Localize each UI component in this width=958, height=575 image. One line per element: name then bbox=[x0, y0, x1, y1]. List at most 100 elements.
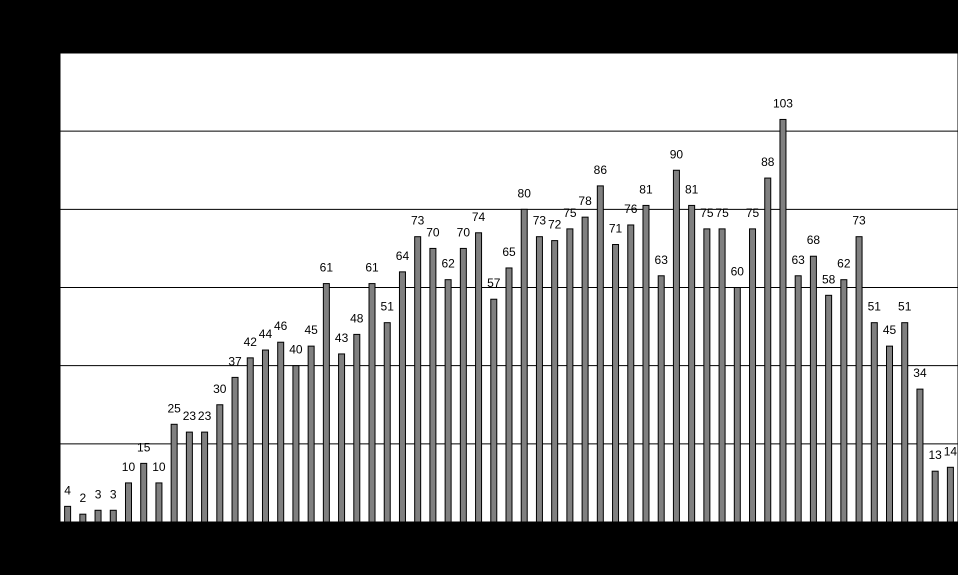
y-tick-label: 60 bbox=[39, 281, 53, 295]
bar bbox=[140, 462, 148, 523]
bar bbox=[353, 333, 361, 523]
data-label: 10 bbox=[122, 460, 136, 474]
y-tick-label: 100 bbox=[32, 124, 52, 138]
bar bbox=[627, 224, 635, 523]
data-label: 25 bbox=[167, 401, 181, 415]
bar bbox=[79, 513, 87, 523]
bar bbox=[64, 505, 72, 523]
data-label: 76 bbox=[624, 202, 638, 216]
data-label: 15 bbox=[137, 440, 151, 454]
bar bbox=[855, 236, 863, 523]
bar bbox=[779, 118, 787, 523]
data-label: 13 bbox=[928, 448, 942, 462]
data-label: 34 bbox=[913, 366, 927, 380]
data-label: 61 bbox=[320, 261, 334, 275]
bar bbox=[429, 247, 437, 523]
data-label: 78 bbox=[578, 194, 592, 208]
bar bbox=[383, 322, 391, 523]
bar bbox=[551, 240, 559, 523]
data-label: 75 bbox=[715, 206, 729, 220]
data-label: 65 bbox=[502, 245, 516, 259]
bar bbox=[870, 322, 878, 523]
bar bbox=[688, 204, 696, 523]
y-tick-label: 0 bbox=[45, 515, 52, 529]
bar bbox=[657, 275, 665, 523]
bar bbox=[185, 431, 193, 523]
data-label: 51 bbox=[868, 300, 882, 314]
data-label: 72 bbox=[548, 218, 562, 232]
bar bbox=[946, 466, 954, 523]
bar bbox=[505, 267, 513, 523]
bar bbox=[261, 349, 269, 523]
bar bbox=[475, 232, 483, 523]
data-label: 73 bbox=[533, 214, 547, 228]
bar bbox=[612, 244, 620, 523]
data-label: 103 bbox=[773, 96, 793, 110]
bar bbox=[444, 279, 452, 523]
data-label: 10 bbox=[152, 460, 166, 474]
data-label: 62 bbox=[441, 257, 455, 271]
y-tick-label: 80 bbox=[39, 202, 53, 216]
bar bbox=[292, 365, 300, 523]
data-label: 3 bbox=[95, 487, 102, 501]
bar bbox=[642, 204, 650, 523]
data-label: 64 bbox=[396, 249, 410, 263]
data-label: 51 bbox=[898, 300, 912, 314]
bar bbox=[459, 247, 467, 523]
bar bbox=[322, 283, 330, 523]
data-label: 63 bbox=[655, 253, 669, 267]
data-label: 23 bbox=[183, 409, 197, 423]
data-label: 73 bbox=[411, 214, 425, 228]
data-label: 45 bbox=[883, 323, 897, 337]
bar bbox=[764, 177, 772, 523]
y-tick-label: 120 bbox=[32, 46, 52, 60]
bar bbox=[398, 271, 406, 523]
bar bbox=[703, 228, 711, 523]
data-label: 75 bbox=[700, 206, 714, 220]
data-label: 2 bbox=[79, 491, 86, 505]
bar bbox=[414, 236, 422, 523]
data-label: 81 bbox=[685, 182, 699, 196]
bar bbox=[916, 388, 924, 523]
bar bbox=[566, 228, 574, 523]
data-label: 14 bbox=[944, 444, 958, 458]
bar bbox=[277, 341, 285, 523]
bar bbox=[718, 228, 726, 523]
data-label: 58 bbox=[822, 272, 836, 286]
bar bbox=[155, 482, 163, 523]
bar bbox=[840, 279, 848, 523]
bar bbox=[246, 357, 254, 523]
data-label: 70 bbox=[457, 225, 471, 239]
data-label: 51 bbox=[381, 300, 395, 314]
bar bbox=[596, 185, 604, 523]
data-label: 62 bbox=[837, 257, 851, 271]
data-label: 90 bbox=[670, 147, 684, 161]
data-label: 73 bbox=[852, 214, 866, 228]
bar bbox=[109, 509, 117, 523]
data-label: 63 bbox=[792, 253, 806, 267]
data-label: 37 bbox=[228, 354, 242, 368]
data-label: 23 bbox=[198, 409, 212, 423]
bar bbox=[368, 283, 376, 523]
bar bbox=[809, 255, 817, 523]
bar bbox=[520, 208, 528, 523]
bar bbox=[490, 298, 498, 523]
data-label: 71 bbox=[609, 222, 623, 236]
data-label: 60 bbox=[731, 265, 745, 279]
bar bbox=[307, 345, 315, 523]
bar bbox=[901, 322, 909, 523]
data-label: 61 bbox=[365, 261, 379, 275]
data-label: 3 bbox=[110, 487, 117, 501]
data-label: 70 bbox=[426, 225, 440, 239]
data-label: 42 bbox=[244, 335, 258, 349]
data-label: 86 bbox=[594, 163, 608, 177]
bar bbox=[231, 376, 239, 523]
data-label: 30 bbox=[213, 382, 227, 396]
data-label: 75 bbox=[563, 206, 577, 220]
bar bbox=[733, 287, 741, 523]
data-label: 4 bbox=[64, 483, 71, 497]
bar bbox=[581, 216, 589, 523]
data-label: 74 bbox=[472, 210, 486, 224]
data-label: 43 bbox=[335, 331, 349, 345]
